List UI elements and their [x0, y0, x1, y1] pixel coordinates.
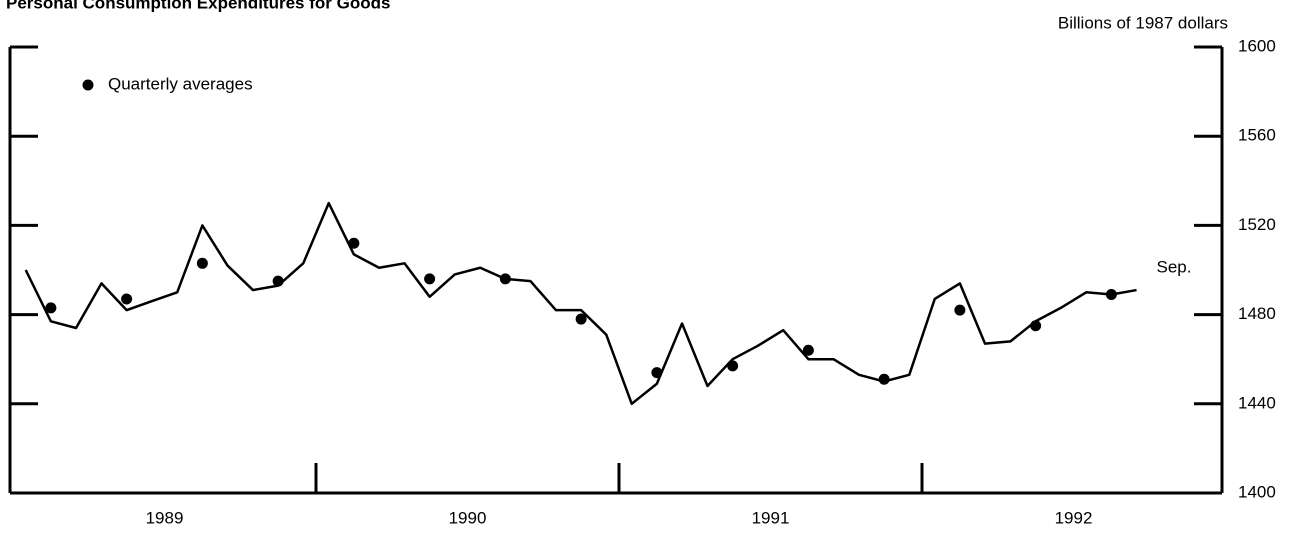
data-point — [272, 275, 284, 287]
data-line — [24, 201, 1137, 406]
annotation: Sep. — [1157, 258, 1192, 277]
y-tick-label: 1600 — [1238, 36, 1276, 55]
y-tick-label: 1400 — [1238, 482, 1276, 501]
data-point — [727, 360, 739, 372]
x-tick-label: 1990 — [449, 508, 487, 527]
legend-marker — [82, 79, 94, 91]
axis-label: Billions of 1987 dollars — [1058, 13, 1228, 32]
data-point — [45, 302, 57, 314]
x-tick-label: 1992 — [1055, 508, 1093, 527]
data-point — [802, 344, 814, 356]
chart-title: Personal Consumption Expenditures for Go… — [6, 0, 390, 12]
data-point — [954, 304, 966, 316]
data-point — [651, 367, 663, 379]
data-point — [424, 273, 436, 285]
data-point — [121, 293, 133, 305]
y-tick-label: 1520 — [1238, 215, 1276, 234]
data-point — [878, 373, 890, 385]
data-point — [348, 237, 360, 249]
data-point — [1030, 320, 1042, 332]
data-point — [499, 273, 511, 285]
x-tick-label: 1989 — [146, 508, 184, 527]
y-tick-label: 1560 — [1238, 126, 1276, 145]
data-point — [196, 257, 208, 269]
legend-label: Quarterly averages — [108, 74, 253, 93]
data-point — [1105, 289, 1117, 301]
y-tick-label: 1480 — [1238, 304, 1276, 323]
x-tick-label: 1991 — [752, 508, 790, 527]
y-tick-label: 1440 — [1238, 393, 1276, 412]
data-point — [575, 313, 587, 325]
